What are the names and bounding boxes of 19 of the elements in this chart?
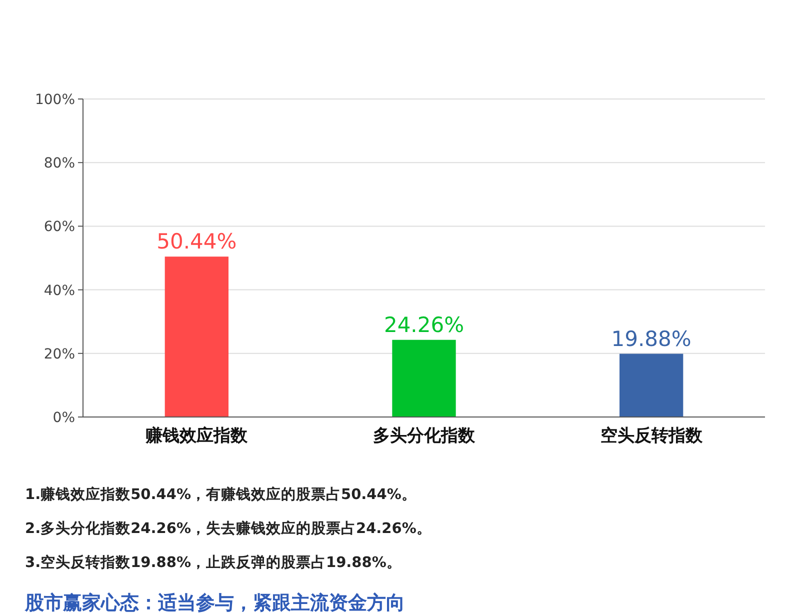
y-tick-label: 20% xyxy=(44,346,75,362)
text: 股市赢家心态：适当参与，紧跟主流资金方向 xyxy=(24,592,405,614)
y-tick-label: 100% xyxy=(34,92,75,108)
data-label: 50.44% xyxy=(156,230,237,254)
bar xyxy=(620,354,684,417)
x-tick-label: 多头分化指数 xyxy=(373,426,476,446)
x-tick-label: 赚钱效应指数 xyxy=(144,426,249,446)
y-tick-label: 40% xyxy=(44,282,75,299)
y-tick-label: 80% xyxy=(44,156,75,172)
text: 3.空头反转指数19.88%，止跌反弹的股票占19.88%。 xyxy=(25,553,402,571)
bar xyxy=(164,256,228,417)
text: 2.多头分化指数24.26%，失去赚钱效应的股票占24.26%。 xyxy=(25,519,432,537)
data-label: 24.26% xyxy=(384,312,464,337)
y-tick-label: 60% xyxy=(44,219,75,236)
x-tick-label: 空头反转指数 xyxy=(600,426,704,446)
bar xyxy=(392,340,456,417)
text: 1.赚钱效应指数50.44%，有赚钱效应的股票占50.44%。 xyxy=(25,485,416,503)
y-tick-label: 0% xyxy=(52,410,75,426)
data-label: 19.88% xyxy=(611,326,692,351)
